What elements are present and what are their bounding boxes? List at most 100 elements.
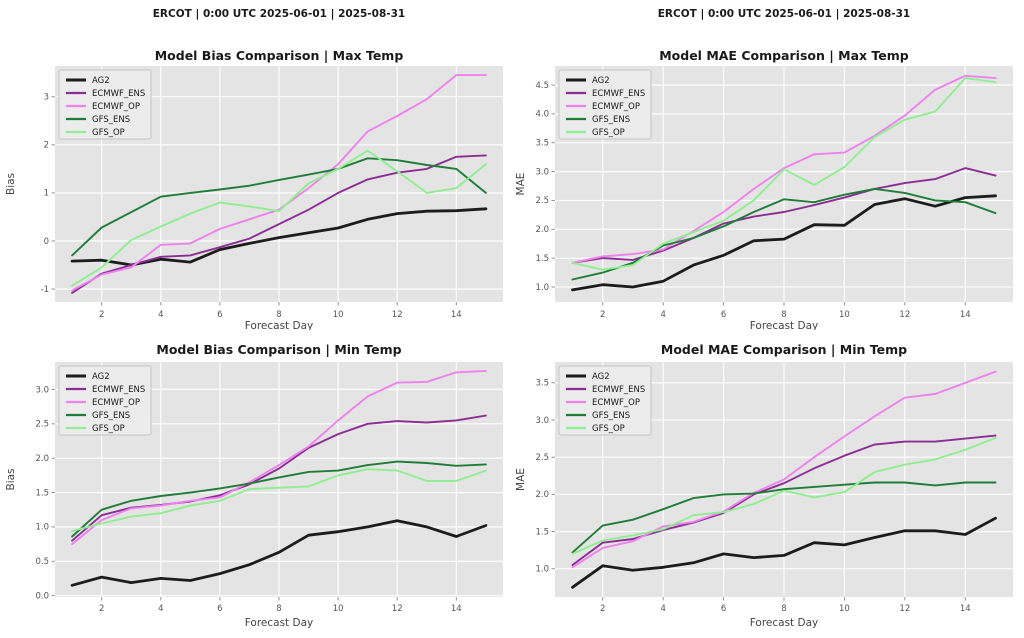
legend-box <box>558 69 652 140</box>
x-tick-label: 4 <box>158 604 163 614</box>
x-tick-label: 6 <box>721 310 726 320</box>
legend-label-ECMWF_ENS: ECMWF_ENS <box>592 385 645 395</box>
x-axis-label: Forecast Day <box>750 320 819 330</box>
x-tick-label: 6 <box>217 604 222 614</box>
bias-min-chart-svg: 2 4 6 8 10 12 14 0.0 0.5 1.0 1.5 2.0 2.5 3.0 AG2 ECMWF_… <box>5 342 503 629</box>
legend-label-GFS_OP: GFS_OP <box>592 424 625 434</box>
chart-cell-mae-max-temp: ERCOT | 0:00 UTC 2025-06-01 | 2025-08-31… <box>512 0 1024 330</box>
legend-label-GFS_ENS: GFS_ENS <box>592 115 630 125</box>
x-tick-label: 12 <box>899 310 910 320</box>
series-line-GFS_ENS <box>71 460 487 538</box>
series-line-GFS_ENS <box>71 157 487 257</box>
legend-label-ECMWF_ENS: ECMWF_ENS <box>92 89 145 99</box>
x-tick-label: 10 <box>839 310 850 320</box>
series-line-AG2 <box>70 519 488 587</box>
series-group <box>70 74 488 294</box>
chart-title: Model Bias Comparison | Max Temp <box>155 48 404 63</box>
series-line-AG2 <box>571 194 997 292</box>
x-tick-label: 2 <box>600 604 605 614</box>
x-tick-label: 8 <box>276 604 281 614</box>
legend-label-AG2: AG2 <box>92 372 110 382</box>
y-tick-label: 3.0 <box>535 167 549 177</box>
chart-cell-bias-max-temp: ERCOT | 0:00 UTC 2025-06-01 | 2025-08-31… <box>0 0 512 330</box>
legend-label-GFS_OP: GFS_OP <box>92 128 125 138</box>
series-group <box>70 369 488 587</box>
series-line-ECMWF_OP <box>571 74 997 264</box>
series-line-GFS_OP <box>571 77 997 271</box>
y-tick-label: 3 <box>44 93 49 103</box>
y-tick-label: 0.5 <box>35 557 49 567</box>
legend-label-ECMWF_OP: ECMWF_OP <box>92 102 140 112</box>
y-tick-label: 2.0 <box>35 454 49 464</box>
series-line-AG2 <box>571 516 997 589</box>
y-tick-label: 1.0 <box>535 565 549 575</box>
y-tick-label: 4.5 <box>535 81 549 91</box>
legend-label-GFS_ENS: GFS_ENS <box>592 411 630 421</box>
y-tick-label: 1.5 <box>35 488 49 498</box>
x-tick-label: 14 <box>451 604 462 614</box>
y-tick-label: 0.0 <box>35 591 49 601</box>
x-tick-label: 10 <box>333 310 344 320</box>
legend: AG2 ECMWF_ENS ECMWF_OP GFS_ENS GFS_OP <box>58 365 152 436</box>
y-tick-label: 1.0 <box>535 283 549 293</box>
x-tick-label: 10 <box>839 604 850 614</box>
legend-label-ECMWF_OP: ECMWF_OP <box>92 398 140 408</box>
x-tick-label: 12 <box>392 310 403 320</box>
chart-title: Model MAE Comparison | Min Temp <box>661 342 907 357</box>
legend: AG2 ECMWF_ENS ECMWF_OP GFS_ENS GFS_OP <box>58 69 152 140</box>
x-tick-label: 14 <box>960 310 971 320</box>
x-tick-label: 4 <box>158 310 163 320</box>
legend-label-ECMWF_OP: ECMWF_OP <box>592 398 640 408</box>
x-tick-label: 2 <box>99 310 104 320</box>
y-axis-label: MAE <box>515 468 527 491</box>
legend-label-GFS_OP: GFS_OP <box>92 424 125 434</box>
legend-label-AG2: AG2 <box>92 76 110 86</box>
series-line-ECMWF_OP <box>71 369 487 546</box>
y-tick-label: 4.0 <box>535 110 549 120</box>
series-line-ECMWF_OP <box>71 74 487 292</box>
y-axis-label: Bias <box>5 173 17 195</box>
x-tick-label: 6 <box>721 604 726 614</box>
y-tick-label: 3.0 <box>35 385 49 395</box>
y-tick-label: 2.0 <box>535 490 549 500</box>
x-tick-label: 2 <box>600 310 605 320</box>
legend-label-ECMWF_ENS: ECMWF_ENS <box>592 89 645 99</box>
legend-label-ECMWF_OP: ECMWF_OP <box>592 102 640 112</box>
y-tick-label: 1.5 <box>535 254 549 264</box>
chart-title: Model MAE Comparison | Max Temp <box>659 48 909 63</box>
legend: AG2 ECMWF_ENS ECMWF_OP GFS_ENS GFS_OP <box>558 69 652 140</box>
legend-label-AG2: AG2 <box>592 372 610 382</box>
x-tick-label: 10 <box>333 604 344 614</box>
x-tick-label: 2 <box>99 604 104 614</box>
chart-cell-mae-min-temp: 2 4 6 8 10 12 14 1.0 1.5 2.0 2.5 3.0 3.5 AG2 ECMWF_ENS… <box>512 330 1024 638</box>
x-tick-label: 8 <box>781 310 786 320</box>
chart-cell-bias-min-temp: 2 4 6 8 10 12 14 0.0 0.5 1.0 1.5 2.0 2.5 3.0 AG2 ECMWF_… <box>0 330 512 638</box>
y-tick-label: 2.5 <box>35 420 49 430</box>
x-tick-label: 6 <box>217 310 222 320</box>
legend: AG2 ECMWF_ENS ECMWF_OP GFS_ENS GFS_OP <box>558 365 652 436</box>
x-tick-label: 8 <box>276 310 281 320</box>
series-line-GFS_OP <box>571 436 997 555</box>
x-tick-label: 14 <box>451 310 462 320</box>
y-tick-label: 0 <box>44 237 49 247</box>
y-tick-label: 1.5 <box>535 527 549 537</box>
y-tick-label: 3.0 <box>535 416 549 426</box>
y-axis-label: MAE <box>515 173 527 196</box>
grid-group: 2 4 6 8 10 12 14 1.0 1.5 2.0 2.5 3.0 3.5 <box>535 362 1013 614</box>
series-line-GFS_OP <box>71 149 487 287</box>
series-line-ECMWF_ENS <box>71 154 487 294</box>
mae-max-chart-svg: 2 4 6 8 10 12 14 1.0 1.5 2.0 2.5 3.0 3.5 4.0 4.5 AG2 ECM… <box>515 48 1013 330</box>
x-tick-label: 12 <box>392 604 403 614</box>
x-tick-label: 4 <box>660 604 665 614</box>
y-tick-label: 3.5 <box>535 139 549 149</box>
x-tick-label: 8 <box>781 604 786 614</box>
legend-box <box>58 365 152 436</box>
figure-suptitle-left: ERCOT | 0:00 UTC 2025-06-01 | 2025-08-31 <box>152 8 406 20</box>
y-tick-label: -1 <box>41 285 49 295</box>
legend-label-AG2: AG2 <box>592 76 610 86</box>
y-tick-label: 2.0 <box>535 225 549 235</box>
figure-suptitle-right: ERCOT | 0:00 UTC 2025-06-01 | 2025-08-31 <box>657 8 911 20</box>
mae-min-chart-svg: 2 4 6 8 10 12 14 1.0 1.5 2.0 2.5 3.0 3.5 AG2 ECMWF_ENS… <box>515 342 1013 629</box>
x-tick-label: 14 <box>960 604 971 614</box>
